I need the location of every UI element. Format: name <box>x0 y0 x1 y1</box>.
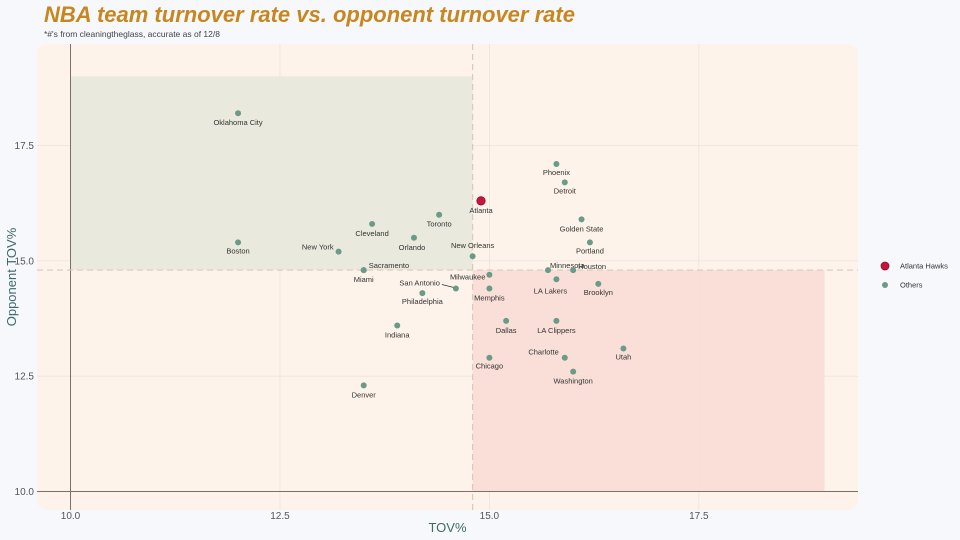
data-point <box>503 317 510 324</box>
point-label: Miami <box>354 275 374 284</box>
legend-label: Atlanta Hawks <box>900 262 948 271</box>
point-label: Indiana <box>385 330 410 339</box>
good-quadrant-region <box>70 76 473 271</box>
y-tick-label: 17.5 <box>15 141 35 152</box>
x-tick-label: 15.0 <box>480 511 500 522</box>
point-label: Chicago <box>476 362 504 371</box>
y-tick-label: 10.0 <box>15 487 35 498</box>
x-axis-title: TOV% <box>428 520 466 535</box>
point-label: Portland <box>576 246 604 255</box>
data-point <box>335 248 342 255</box>
point-label: San Antonio <box>399 279 439 288</box>
data-point <box>595 280 602 287</box>
data-point <box>369 220 376 227</box>
data-point <box>561 354 568 361</box>
point-label: Charlotte <box>528 348 558 357</box>
point-label: Washington <box>553 377 592 386</box>
point-label: Philadelphia <box>402 297 444 306</box>
data-point <box>360 267 367 274</box>
point-label: LA Clippers <box>537 326 576 335</box>
data-point <box>410 234 417 241</box>
data-point <box>486 271 493 278</box>
data-point <box>553 317 560 324</box>
data-point <box>235 239 242 246</box>
point-label: Atlanta <box>469 206 493 215</box>
chart-subtitle: *#'s from cleaningtheglass, accurate as … <box>44 29 220 39</box>
chart-title: NBA team turnover rate vs. opponent turn… <box>44 2 575 27</box>
point-label: Detroit <box>554 186 577 195</box>
point-label: Milwaukee <box>450 273 485 282</box>
point-label: Oklahoma City <box>213 118 262 127</box>
point-label: Golden State <box>560 224 604 233</box>
x-tick-label: 10.0 <box>61 511 81 522</box>
data-point <box>469 253 476 260</box>
y-tick-label: 12.5 <box>15 372 35 383</box>
data-point <box>436 211 443 218</box>
legend-label: Others <box>900 281 923 290</box>
x-tick-label: 12.5 <box>270 511 290 522</box>
point-label: Minnesota <box>550 261 585 270</box>
data-point <box>486 354 493 361</box>
data-point <box>553 160 560 167</box>
point-label: New York <box>302 243 334 252</box>
point-label: New Orleans <box>451 241 495 250</box>
point-label: Brooklyn <box>584 288 613 297</box>
point-label: Dallas <box>496 326 517 335</box>
point-label: Boston <box>226 246 249 255</box>
data-point <box>419 290 426 297</box>
point-label: Cleveland <box>355 229 388 238</box>
point-label: Orlando <box>399 243 426 252</box>
point-label: Toronto <box>427 220 452 229</box>
x-tick-label: 17.5 <box>689 511 709 522</box>
label-leader-line <box>441 284 454 288</box>
point-label: Phoenix <box>543 168 570 177</box>
data-point <box>545 267 552 274</box>
point-label: Sacramento <box>369 261 409 270</box>
legend-swatch <box>880 261 890 271</box>
y-tick-label: 15.0 <box>15 256 35 267</box>
data-point <box>394 322 401 329</box>
data-point <box>235 110 242 117</box>
point-label: Houston <box>578 262 606 271</box>
data-point <box>452 285 459 292</box>
data-point <box>486 285 493 292</box>
y-axis-title: Opponent TOV% <box>4 227 19 326</box>
data-point <box>360 382 367 389</box>
data-point <box>570 267 577 274</box>
data-point <box>570 368 577 375</box>
highlight-point <box>476 196 486 206</box>
bad-quadrant-region <box>472 270 825 492</box>
point-label: Denver <box>352 390 377 399</box>
data-point <box>586 239 593 246</box>
data-point <box>620 345 627 352</box>
data-point <box>578 216 585 223</box>
point-label: LA Lakers <box>534 286 568 295</box>
legend-swatch <box>882 282 888 288</box>
point-label: Utah <box>616 353 632 362</box>
data-point <box>561 179 568 186</box>
data-point <box>553 276 560 283</box>
point-label: Memphis <box>474 294 505 303</box>
